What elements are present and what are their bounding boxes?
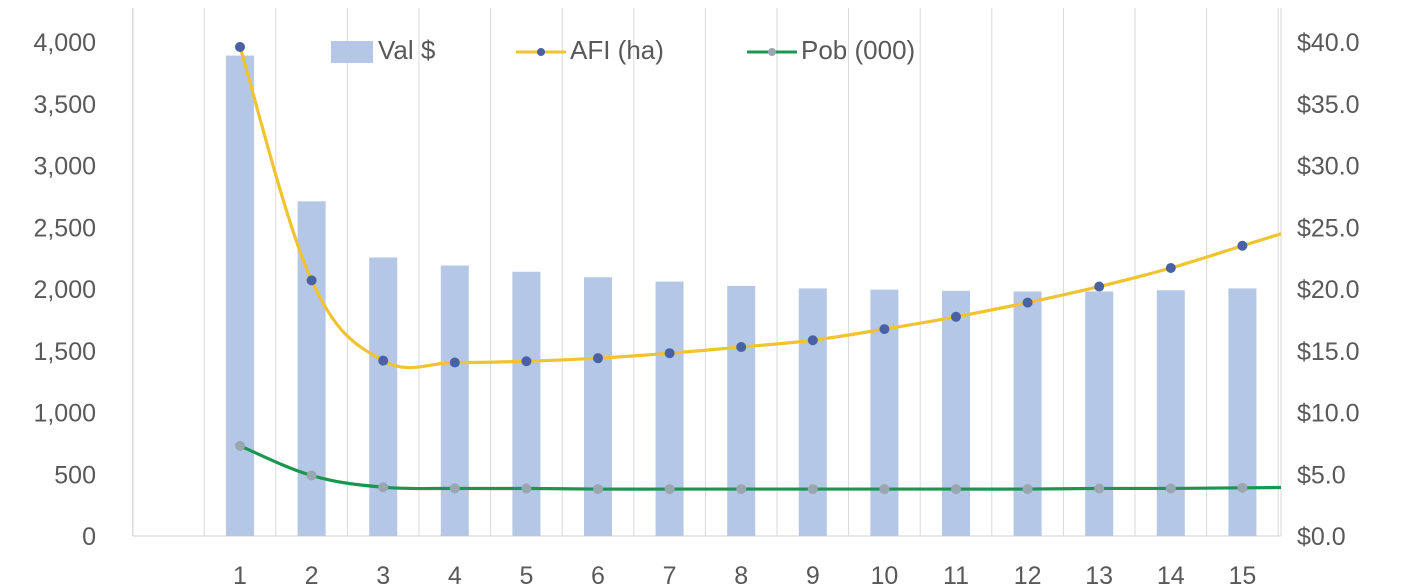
bar-val-15 bbox=[1228, 288, 1257, 536]
x-tick-11: 11 bbox=[943, 562, 969, 588]
bar-val-2 bbox=[297, 201, 326, 536]
legend-label-pob: Pob (000) bbox=[801, 35, 915, 65]
x-tick-14: 14 bbox=[1157, 562, 1185, 588]
point-afi-4 bbox=[449, 357, 460, 368]
bar-val-12 bbox=[1013, 291, 1042, 536]
legend-swatch-val bbox=[331, 41, 373, 63]
point-afi-13 bbox=[1094, 281, 1105, 292]
x-tick-2: 2 bbox=[305, 562, 319, 588]
point-pob-1 bbox=[235, 440, 245, 451]
x-tick-3: 3 bbox=[376, 562, 390, 588]
y-right-tick: $20.0 bbox=[1297, 276, 1360, 304]
point-afi-8 bbox=[736, 342, 747, 353]
y-left-tick: 500 bbox=[54, 461, 96, 489]
y-axis-left: 0 500 1,000 1,500 2,000 2,500 3,000 3,500 4,000 bbox=[33, 29, 96, 551]
x-tick-4: 4 bbox=[448, 562, 462, 588]
bar-val-4 bbox=[440, 265, 469, 536]
point-pob-7 bbox=[664, 484, 675, 495]
bar-val-11 bbox=[942, 290, 970, 536]
point-pob-15 bbox=[1237, 482, 1248, 493]
x-tick-10: 10 bbox=[870, 562, 898, 588]
point-pob-10 bbox=[879, 484, 890, 495]
point-afi-11 bbox=[951, 311, 961, 322]
point-afi-7 bbox=[664, 348, 675, 359]
line-pob bbox=[239, 444, 1282, 491]
x-tick-13: 13 bbox=[1085, 562, 1113, 588]
x-tick-5: 5 bbox=[519, 562, 533, 588]
y-axis-right: $0.0 $5.0 $10.0 $15.0 $20.0 $25.0 $30.0 $35.0 $4… bbox=[1297, 29, 1360, 551]
x-tick-15: 15 bbox=[1228, 562, 1256, 588]
x-tick-8: 8 bbox=[734, 562, 748, 588]
point-pob-12 bbox=[1022, 484, 1033, 495]
bar-val-6 bbox=[584, 277, 612, 536]
y-left-tick: 3,500 bbox=[33, 91, 96, 119]
y-right-tick: $15.0 bbox=[1297, 338, 1360, 366]
bar-series-val bbox=[226, 55, 1257, 537]
y-left-tick: 0 bbox=[82, 523, 96, 551]
point-afi-3 bbox=[378, 355, 389, 366]
point-afi-10 bbox=[879, 324, 890, 335]
legend: Val $ AFI (ha) Pob (000) bbox=[331, 35, 915, 65]
gridlines bbox=[132, 8, 1282, 537]
x-tick-7: 7 bbox=[663, 562, 677, 588]
y-left-tick: 1,000 bbox=[33, 400, 96, 428]
point-afi-6 bbox=[593, 353, 603, 364]
y-right-tick: $35.0 bbox=[1297, 91, 1360, 119]
line-series bbox=[235, 41, 1282, 495]
legend-swatch-afi-marker bbox=[537, 48, 545, 56]
point-pob-5 bbox=[521, 483, 532, 494]
point-pob-4 bbox=[449, 483, 460, 494]
y-left-tick: 2,000 bbox=[33, 276, 96, 304]
y-left-tick: 3,000 bbox=[33, 153, 96, 181]
legend-swatch-pob-marker bbox=[768, 48, 776, 56]
point-afi-1 bbox=[235, 41, 245, 52]
point-pob-9 bbox=[807, 484, 818, 495]
point-pob-3 bbox=[378, 482, 389, 493]
point-pob-11 bbox=[951, 484, 961, 495]
point-pob-8 bbox=[736, 484, 747, 495]
point-pob-13 bbox=[1094, 483, 1105, 494]
y-right-tick: $0.0 bbox=[1297, 523, 1346, 551]
point-pob-6 bbox=[593, 484, 603, 495]
bar-val-8 bbox=[727, 285, 756, 536]
bar-val-7 bbox=[655, 281, 684, 536]
point-afi-9 bbox=[807, 335, 818, 346]
y-right-tick: $5.0 bbox=[1297, 461, 1346, 489]
x-axis: 1 2 3 4 5 6 7 8 9 10 11 12 13 14 15 bbox=[233, 562, 1256, 588]
point-afi-15 bbox=[1237, 240, 1248, 251]
legend-label-val: Val $ bbox=[378, 35, 436, 65]
y-right-tick: $10.0 bbox=[1297, 400, 1360, 428]
x-tick-6: 6 bbox=[591, 562, 605, 588]
y-right-tick: $30.0 bbox=[1297, 153, 1360, 181]
point-pob-2 bbox=[306, 470, 317, 481]
bar-val-1 bbox=[226, 55, 254, 537]
point-afi-14 bbox=[1165, 263, 1176, 274]
point-afi-5 bbox=[521, 356, 532, 367]
bar-val-5 bbox=[512, 271, 541, 536]
y-right-tick: $25.0 bbox=[1297, 214, 1360, 242]
bar-val-3 bbox=[369, 257, 398, 536]
point-pob-14 bbox=[1165, 483, 1176, 494]
point-afi-12 bbox=[1022, 297, 1033, 308]
y-left-tick: 2,500 bbox=[33, 214, 96, 242]
x-tick-12: 12 bbox=[1014, 562, 1042, 588]
legend-label-afi: AFI (ha) bbox=[570, 35, 664, 65]
y-left-tick: 4,000 bbox=[33, 29, 96, 57]
bar-val-9 bbox=[798, 288, 827, 536]
x-tick-1: 1 bbox=[233, 562, 247, 588]
x-tick-9: 9 bbox=[806, 562, 820, 588]
y-right-tick: $40.0 bbox=[1297, 29, 1360, 57]
bar-val-13 bbox=[1085, 291, 1114, 536]
y-left-tick: 1,500 bbox=[33, 338, 96, 366]
bar-val-14 bbox=[1156, 290, 1185, 536]
point-afi-2 bbox=[306, 275, 317, 286]
